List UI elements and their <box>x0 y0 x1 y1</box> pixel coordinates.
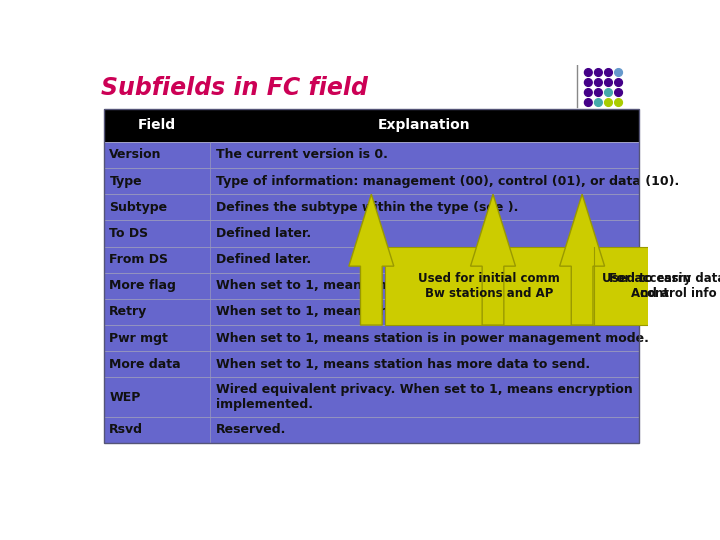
Bar <box>104 247 639 273</box>
Text: Type of information: management (00), control (01), or data (10).: Type of information: management (00), co… <box>216 174 680 187</box>
Circle shape <box>595 69 602 76</box>
Circle shape <box>615 99 622 106</box>
Circle shape <box>595 99 602 106</box>
Text: When set to 1, means station has more data to send.: When set to 1, means station has more da… <box>216 358 590 371</box>
Circle shape <box>585 99 593 106</box>
Text: Pwr mgt: Pwr mgt <box>109 332 168 345</box>
Text: For accessin
And a: For accessin And a <box>609 272 691 300</box>
Bar <box>384 247 650 325</box>
Circle shape <box>605 79 612 86</box>
Text: Version: Version <box>109 148 162 161</box>
Text: Used to carry data and
control info: Used to carry data and control info <box>602 272 720 300</box>
Circle shape <box>615 79 622 86</box>
Text: Explanation: Explanation <box>378 118 471 132</box>
Text: Retry: Retry <box>109 306 148 319</box>
Polygon shape <box>471 194 516 325</box>
Text: Rsvd: Rsvd <box>109 423 143 436</box>
Bar <box>104 273 639 299</box>
Text: Type: Type <box>109 174 142 187</box>
Text: When set to 1, means more fragments to follow.: When set to 1, means more fragments to f… <box>216 279 557 292</box>
Circle shape <box>605 89 612 96</box>
Text: Used for initial comm
Bw stations and AP: Used for initial comm Bw stations and AP <box>418 272 560 300</box>
Circle shape <box>595 79 602 86</box>
Circle shape <box>585 89 593 96</box>
Text: When set to 1, means station is in power management mode.: When set to 1, means station is in power… <box>216 332 649 345</box>
Polygon shape <box>559 194 605 325</box>
Text: Defined later.: Defined later. <box>216 227 312 240</box>
Bar <box>104 168 639 194</box>
Text: Defines the subtype within the type (see ).: Defines the subtype within the type (see… <box>216 201 518 214</box>
Text: The current version is 0.: The current version is 0. <box>216 148 388 161</box>
Circle shape <box>585 79 593 86</box>
Text: Field: Field <box>138 118 176 132</box>
Bar <box>104 109 639 443</box>
Bar <box>104 417 639 443</box>
Circle shape <box>605 69 612 76</box>
Bar <box>104 325 639 351</box>
Text: Subtype: Subtype <box>109 201 168 214</box>
Text: More flag: More flag <box>109 279 176 292</box>
Text: More data: More data <box>109 358 181 371</box>
Bar <box>104 377 639 417</box>
Text: When set to 1, means the frame is being retransmitted.: When set to 1, means the frame is being … <box>216 306 610 319</box>
Bar <box>104 351 639 377</box>
Text: Subfields in FC field: Subfields in FC field <box>101 76 368 100</box>
Bar <box>104 109 639 142</box>
Text: Wired equivalent privacy. When set to 1, means encryption
implemented.: Wired equivalent privacy. When set to 1,… <box>216 383 633 411</box>
Circle shape <box>615 69 622 76</box>
Bar <box>104 142 639 168</box>
Text: Reserved.: Reserved. <box>216 423 287 436</box>
Bar <box>104 220 639 247</box>
Circle shape <box>605 99 612 106</box>
Bar <box>104 194 639 220</box>
Polygon shape <box>349 194 394 325</box>
Text: WEP: WEP <box>109 390 140 403</box>
Circle shape <box>595 89 602 96</box>
Text: From DS: From DS <box>109 253 168 266</box>
Text: To DS: To DS <box>109 227 148 240</box>
Bar <box>104 299 639 325</box>
Circle shape <box>585 69 593 76</box>
Text: Defined later.: Defined later. <box>216 253 312 266</box>
Circle shape <box>615 89 622 96</box>
